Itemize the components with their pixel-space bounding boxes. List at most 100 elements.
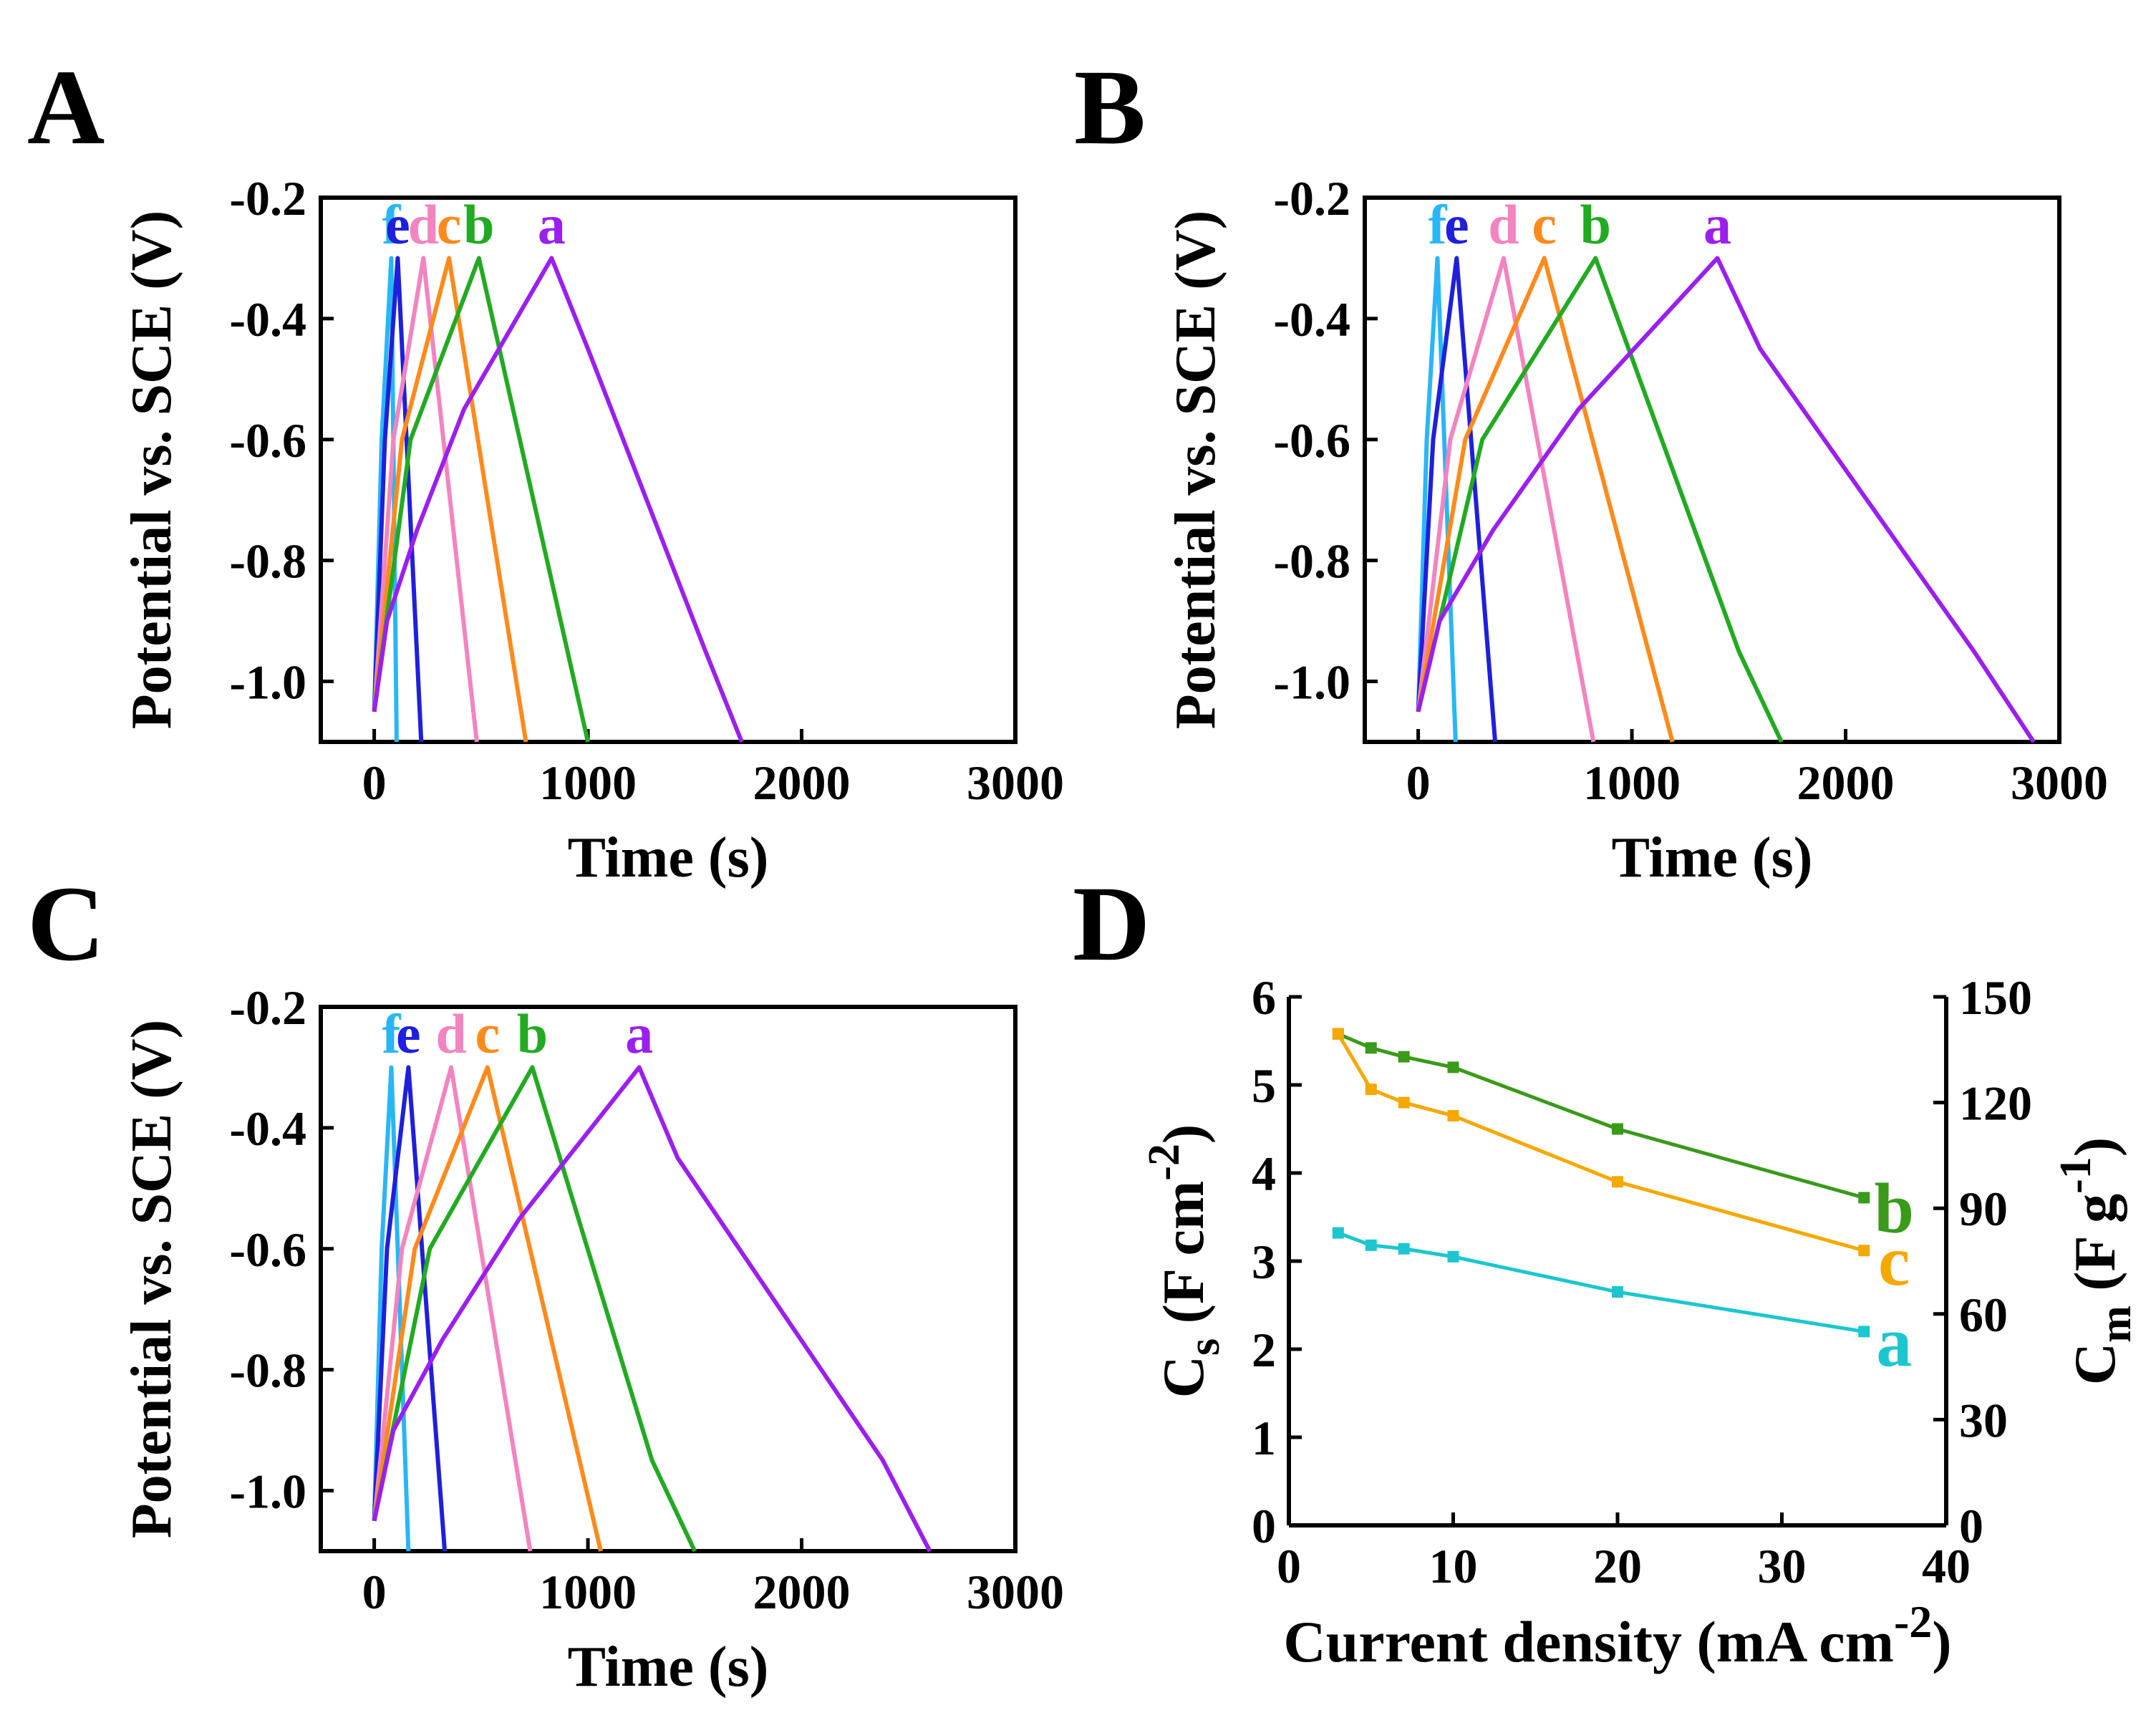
data-point-c [1447,1110,1459,1122]
x-axis-label-sup: -2 [1894,1596,1932,1647]
y-tick-label: -0.4 [229,292,306,347]
y-axis-label-sub: s [1180,1338,1229,1356]
panel-a: 0 1000 2000 3000 -0.2 -0.4 -0.6 -0.8 -1.0 Time (s… [120,171,1064,889]
panel-letter-a: A [27,48,105,167]
series-line-e [372,256,424,743]
series-line-a [1337,1231,1865,1333]
series-line-b [1337,1032,1865,1200]
series-line-b [1416,256,1784,743]
x-tick-label: 20 [1593,1539,1642,1593]
x-tick-label: 3000 [2011,756,2108,810]
series-label-c: c [437,193,462,256]
y-tick-label: -0.4 [229,1101,306,1156]
x-tick-label: 0 [362,756,387,810]
y2-tick-label: 0 [1959,1499,1983,1553]
x-axis-label: Current density (mA cm-2) [1283,1596,1951,1674]
data-point-a [1447,1250,1459,1263]
y-tick-label: -0.2 [229,171,306,226]
data-point-c [1398,1096,1410,1109]
panel-b: 0 1000 2000 3000 -0.2 -0.4 -0.6 -0.8 -1.0 Time (s… [1164,171,2108,889]
y-tick-label: 1 [1252,1411,1276,1465]
series-label-c: c [1532,193,1557,256]
series-line-a [372,256,744,743]
series-label-c: c [1878,1221,1910,1300]
y-axis-label-main: C [1151,1356,1216,1398]
y2-axis-label-sub: m [2092,1305,2140,1343]
series-label-d: d [1488,193,1519,256]
series-line-d [372,256,479,743]
series-line-c [372,1065,603,1552]
panel-letter-b: B [1074,48,1146,167]
y-tick-label: -1.0 [1273,655,1350,710]
x-axis-label: Time (s) [1612,826,1813,889]
x-tick-label: 1000 [1583,756,1681,810]
y-tick-label: -0.4 [1273,292,1350,347]
series-line-c [372,256,528,743]
x-tick-label: 1000 [539,1565,637,1619]
y-tick-label: 5 [1252,1058,1276,1113]
series-label-b: b [517,1003,548,1065]
y-axis-label: Potential vs. SCE (V) [120,1020,183,1538]
y-tick-label: -0.8 [229,1343,306,1398]
x-tick-label: 2000 [1797,756,1895,810]
series-label-b: b [463,193,494,256]
series-line-d [372,1065,533,1552]
plot-frame [319,196,1017,744]
y-axis-label: Potential vs. SCE (V) [120,211,183,729]
series-label-c: c [475,1003,500,1065]
y-axis-label: Potential vs. SCE (V) [1164,211,1227,729]
y-tick-label: 3 [1252,1235,1276,1289]
series-line-a [1416,256,2036,743]
series-label-b: b [1874,1168,1914,1247]
x-axis-label-main: Current density (mA cm [1283,1609,1894,1674]
x-tick-label: 3000 [967,1565,1064,1619]
series-label-a: a [1876,1302,1912,1381]
y2-axis-label-rest: (F g [2062,1194,2127,1305]
series-line-e [372,1065,448,1552]
series-label-d: d [408,193,439,256]
series-line-b [372,1065,697,1553]
series-label-f: f [382,1003,402,1065]
series-label-d: d [435,1003,466,1065]
series-label-e: e [1444,193,1469,256]
x-axis-label: Time (s) [568,1636,769,1699]
y-tick-label: -0.8 [229,534,306,589]
data-point-b [1398,1051,1410,1063]
series-line-c [1336,1033,1865,1253]
data-point-a [1858,1326,1870,1338]
data-point-c [1612,1176,1623,1188]
data-point-a [1365,1239,1377,1251]
series-label-a: a [625,1003,653,1065]
data-point-c [1858,1245,1870,1257]
data-point-a [1612,1286,1623,1298]
series-label-e: e [396,1003,421,1065]
data-point-a [1332,1227,1344,1239]
series-label-a: a [1703,193,1731,256]
y2-tick-label: 60 [1959,1288,2008,1342]
y-tick-label: -0.6 [229,1222,306,1277]
x-tick-label: 0 [362,1565,387,1619]
series-label-f: f [1428,193,1447,256]
y2-tick-label: 30 [1959,1393,2008,1447]
y-axis-label-sup: -2 [1140,1144,1189,1181]
series-label-b: b [1580,193,1611,256]
x-tick-label: 10 [1429,1539,1478,1593]
series-label-f: f [382,193,402,256]
x-tick-label: 0 [1406,756,1431,810]
y-axis-label-end: ) [1151,1124,1216,1144]
y-tick-label: 0 [1252,1499,1276,1553]
y-tick-label: -1.0 [229,655,306,710]
y-tick-label: -0.2 [1273,171,1350,226]
x-tick-label: 2000 [753,756,851,810]
y2-axis-label-main: C [2062,1343,2127,1385]
series-label-a: a [538,193,566,256]
series-line-f [372,1065,411,1552]
series-line-a [372,1065,932,1553]
series-line-d [1416,256,1596,743]
panel-letter-c: C [27,864,105,983]
y-tick-label: 4 [1252,1147,1276,1201]
series-label-e: e [385,193,410,256]
plot-frame [1363,196,2061,744]
panel-letter-d: D [1073,864,1150,983]
x-tick-label: 1000 [539,756,637,810]
